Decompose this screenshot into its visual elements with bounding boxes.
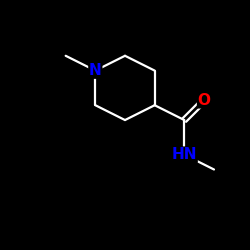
Text: O: O (198, 93, 210, 108)
Text: HN: HN (172, 147, 197, 162)
Text: N: N (89, 63, 102, 78)
